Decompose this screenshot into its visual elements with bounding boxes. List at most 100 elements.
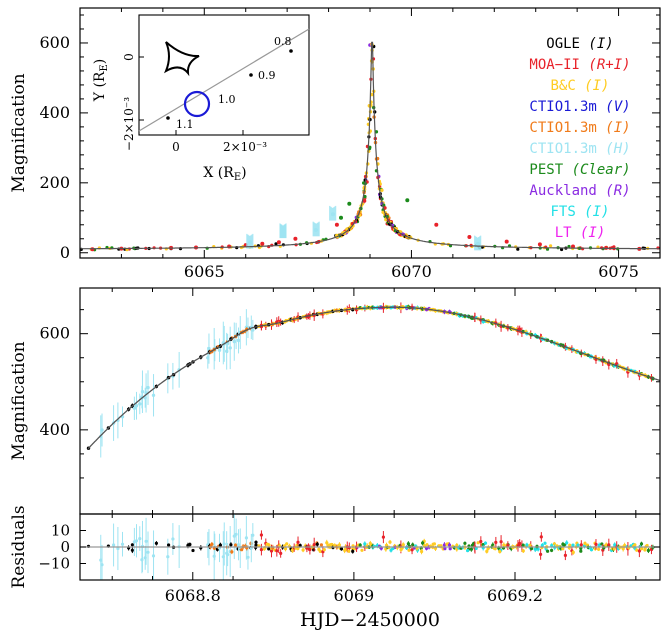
residual-point: [151, 554, 156, 558]
residual-point: [360, 548, 364, 552]
legend-entry: FTS (I): [550, 204, 609, 220]
residual-point: [283, 547, 288, 551]
legend-entry-name: CTIO1.3m: [529, 141, 605, 157]
residual-point: [563, 553, 568, 558]
residual-point: [254, 543, 258, 547]
legend-entry-band: (I): [584, 204, 609, 220]
top-series-point: [405, 198, 410, 203]
top-series-point: [330, 212, 335, 217]
residual-point: [218, 543, 222, 547]
residual-point: [483, 541, 488, 545]
residual-point: [120, 542, 125, 546]
legend-entry-band: (V): [605, 99, 630, 115]
inset-ytick-1: −2×10⁻³: [122, 97, 136, 151]
bottom-data-point: [151, 393, 156, 397]
residual-point: [226, 553, 230, 557]
top-series-point: [247, 240, 252, 245]
top-ytick-label: 200: [39, 173, 70, 192]
bottom-data-point: [615, 362, 619, 366]
bottom-ytick-label: 400: [39, 420, 70, 439]
residual-point: [594, 542, 598, 547]
residual-point: [521, 543, 525, 547]
residual-xtick-label: 6069.2: [487, 586, 543, 605]
residual-point: [447, 543, 452, 547]
inset-traj-label-0-8: 0.8: [274, 35, 292, 48]
residual-point: [234, 543, 238, 547]
residual-point: [476, 541, 480, 545]
legend-entry: B&C (I): [550, 78, 609, 94]
top-series-point: [276, 240, 281, 245]
top-series-point: [504, 239, 509, 244]
residual-point: [240, 548, 244, 552]
residual-point: [589, 546, 593, 551]
bottom-data-point: [228, 346, 232, 350]
bottom-data-point: [134, 404, 139, 408]
caustic-inset: 0.8 0.9 1.0 1.1 0 2×10⁻³ 0 −2×10⁻³ X (RE…: [92, 14, 310, 183]
residual-point: [301, 548, 305, 552]
residual-point: [112, 543, 116, 547]
residual-point: [285, 542, 289, 546]
residual-point: [646, 548, 651, 553]
residual-point: [229, 543, 233, 547]
legend-entry-band: (H): [605, 141, 630, 157]
legend-entry-name: MOA−II: [529, 57, 588, 73]
legend-entry-name: Auckland: [529, 183, 605, 199]
top-ytick-label: 400: [39, 103, 70, 122]
top-ytick-label: 0: [60, 243, 70, 262]
top-xtick-label: 6065: [184, 262, 225, 281]
legend-entry-band: (I): [584, 78, 609, 94]
residual-point: [230, 550, 234, 554]
residual-ylabel: Residuals: [9, 505, 29, 588]
top-ytick-label: 600: [39, 33, 70, 52]
residual-point: [236, 543, 241, 547]
bottom-panel: 400 600 Magnification: [9, 287, 661, 515]
residual-point: [635, 548, 639, 552]
residual-point: [259, 533, 263, 537]
residual-point: [583, 541, 587, 546]
bottom-data-layer: [86, 302, 655, 458]
residual-point: [244, 536, 248, 540]
residual-point: [621, 547, 625, 551]
legend-entry-band: (I): [588, 36, 613, 52]
residual-ytick-label: −10: [38, 555, 70, 573]
residual-point: [518, 541, 522, 546]
legend-entry-name: OGLE: [546, 36, 588, 52]
bottom-frame: [79, 287, 661, 515]
residual-point: [399, 547, 403, 552]
legend-entry-name: CTIO1.3m: [529, 120, 605, 136]
inset-source-circle: [183, 90, 211, 118]
residual-point: [474, 546, 478, 551]
residual-ytick-label: 0: [60, 538, 70, 556]
residual-point: [144, 539, 148, 543]
legend-entry: MOA−II (R+I): [529, 57, 630, 73]
legend-entry-band: (R): [605, 183, 630, 199]
residual-point: [612, 547, 616, 551]
residual-point: [485, 549, 489, 554]
residual-point: [298, 543, 302, 548]
top-xtick-label: 6070: [391, 262, 432, 281]
residual-xtick-label: 6069: [334, 586, 375, 605]
residual-point: [639, 542, 644, 546]
inset-xtick-1: 2×10⁻³: [223, 140, 267, 154]
residual-point: [254, 540, 258, 544]
residual-xlabel: HJD−2450000: [300, 609, 440, 631]
residual-point: [140, 558, 144, 562]
residual-point: [312, 543, 316, 547]
residual-point: [571, 543, 575, 547]
residual-point: [466, 549, 470, 553]
residual-point: [571, 550, 575, 555]
residual-point: [188, 542, 192, 547]
residual-point: [463, 541, 467, 545]
residual-point: [576, 543, 580, 547]
residual-point: [246, 555, 250, 559]
residual-point: [579, 549, 583, 553]
residual-point: [607, 543, 611, 547]
residual-point: [645, 543, 649, 548]
residual-point: [499, 540, 503, 544]
top-series-point: [339, 215, 343, 220]
residual-point: [130, 543, 134, 547]
residual-point: [494, 540, 498, 545]
residual-point: [269, 549, 274, 553]
